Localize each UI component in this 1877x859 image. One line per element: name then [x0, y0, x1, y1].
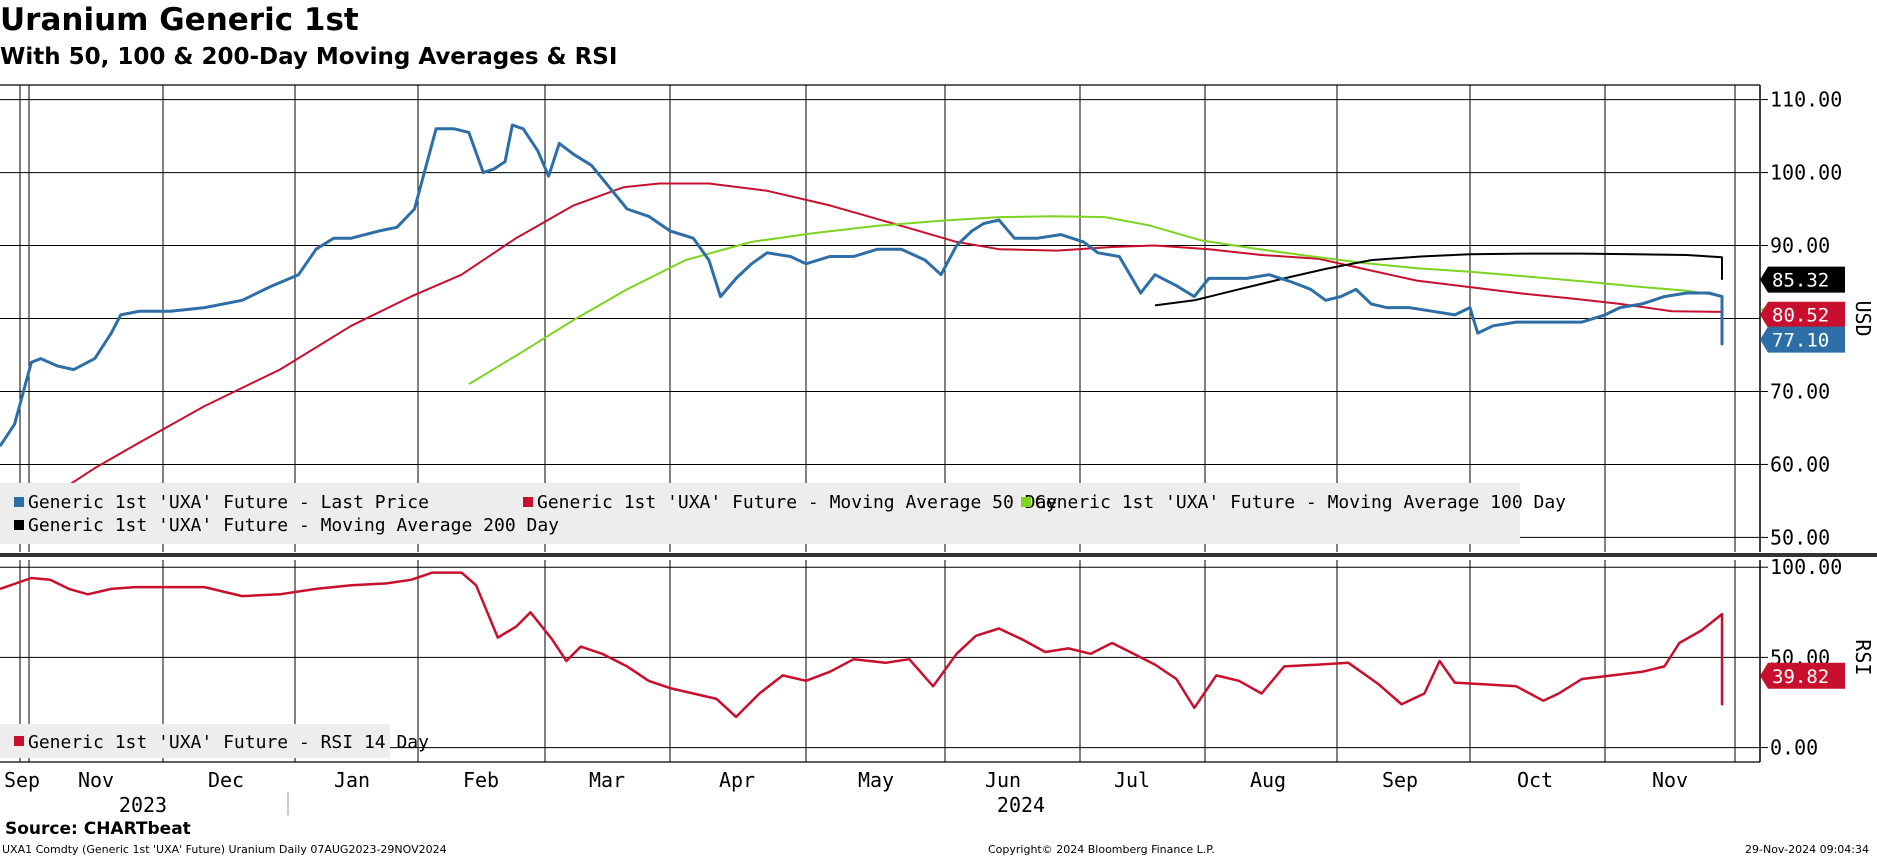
- ma200-line: [1154, 252, 1723, 307]
- price-ytick-label: 60.00: [1770, 452, 1830, 476]
- price-legend-box: [0, 483, 1520, 544]
- legend-ma100-label: Generic 1st 'UXA' Future - Moving Averag…: [1035, 492, 1566, 513]
- legend-layer: Generic 1st 'UXA' Future - Last Price Gen…: [0, 483, 1566, 758]
- price-last-value-text: 77.10: [1772, 330, 1829, 352]
- price-ytick-label: 70.00: [1770, 379, 1830, 403]
- x-month-label: Nov: [78, 768, 114, 792]
- axis-layer: 110.00100.0090.0070.0060.0050.00100.0050…: [4, 88, 1875, 817]
- legend-rsi-swatch: [14, 736, 24, 746]
- x-month-label: Sep: [4, 768, 40, 792]
- x-month-label: Mar: [589, 768, 625, 792]
- rsi-last-value: 39.82: [1760, 662, 1845, 689]
- price-ytick-label: 90.00: [1770, 234, 1830, 258]
- price-last-value-shape: [1760, 326, 1845, 353]
- x-month-label: Aug: [1250, 768, 1286, 792]
- x-month-label: Jul: [1114, 768, 1150, 792]
- ma100-line: [468, 215, 1723, 386]
- ma200-last-value-text: 85.32: [1772, 270, 1829, 292]
- price-ytick-label: 110.00: [1770, 88, 1842, 112]
- legend-ma200-label: Generic 1st 'UXA' Future - Moving Averag…: [28, 515, 559, 536]
- ma50-line: [49, 182, 1723, 499]
- x-month-label: Feb: [463, 768, 499, 792]
- x-month-label: Jan: [334, 768, 370, 792]
- x-month-label: Sep: [1382, 768, 1418, 792]
- legend-ma100-swatch: [1021, 497, 1031, 507]
- x-year-label: 2023: [119, 793, 167, 817]
- footer-security-text: UXA1 Comdty (Generic 1st 'UXA' Future) U…: [2, 843, 447, 856]
- rsi-last-value-shape: [1760, 662, 1845, 689]
- frame-layer: [0, 84, 1877, 763]
- x-month-label: Dec: [208, 768, 244, 792]
- legend-ma50-label: Generic 1st 'UXA' Future - Moving Averag…: [537, 492, 1057, 513]
- footer-timestamp: 29-Nov-2024 09:04:34: [1745, 843, 1870, 856]
- x-year-label: 2024: [997, 793, 1045, 817]
- price-line: [0, 123, 1724, 448]
- ma200-last-value: 85.32: [1760, 266, 1845, 293]
- x-month-label: May: [858, 768, 894, 792]
- ma50-last-value-shape: [1760, 301, 1845, 328]
- rsi-axis-title: RSI: [1851, 639, 1875, 675]
- series-layer: [0, 123, 1724, 719]
- legend-ma50-swatch: [523, 497, 533, 507]
- price-last-value: 77.10: [1760, 326, 1845, 353]
- footer-copyright: Copyright© 2024 Bloomberg Finance L.P.: [988, 843, 1215, 856]
- legend-rsi-label: Generic 1st 'UXA' Future - RSI 14 Day: [28, 732, 429, 753]
- rsi-legend-box: [0, 724, 390, 758]
- grid-layer: [0, 85, 1760, 762]
- price-ytick-label: 100.00: [1770, 161, 1842, 185]
- rsi-ytick-label: 0.00: [1770, 736, 1818, 760]
- ma200-last-value-shape: [1760, 266, 1845, 293]
- ma50-last-value-text: 80.52: [1772, 305, 1829, 327]
- legend-last-price-swatch: [14, 497, 24, 507]
- rsi-last-value-text: 39.82: [1772, 666, 1829, 688]
- page-title: Uranium Generic 1st: [0, 2, 359, 38]
- page-subtitle: With 50, 100 & 200-Day Moving Averages &…: [0, 44, 618, 70]
- price-ytick-label: 50.00: [1770, 525, 1830, 549]
- x-month-label: Nov: [1652, 768, 1688, 792]
- legend-ma200-swatch: [14, 520, 24, 530]
- rsi-ytick-label: 100.00: [1770, 555, 1842, 579]
- rsi-line: [0, 571, 1724, 719]
- legend-last-price-label: Generic 1st 'UXA' Future - Last Price: [28, 492, 429, 513]
- source-label: Source: CHARTbeat: [5, 819, 191, 839]
- price-axis-title: USD: [1851, 300, 1875, 336]
- x-month-label: Jun: [985, 768, 1021, 792]
- x-month-label: Apr: [719, 768, 755, 792]
- x-month-label: Oct: [1517, 768, 1553, 792]
- ma50-last-value: 80.52: [1760, 301, 1845, 328]
